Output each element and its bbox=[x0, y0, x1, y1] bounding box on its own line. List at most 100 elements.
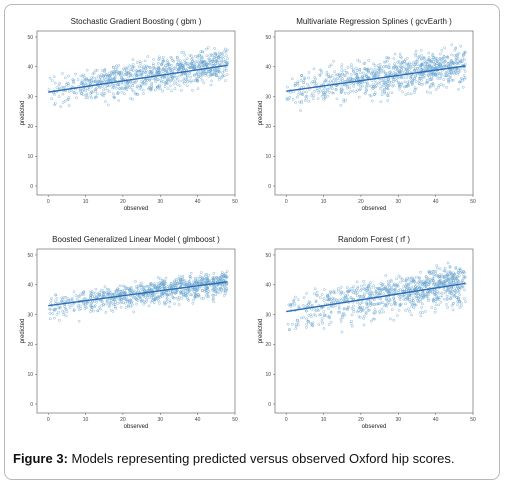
scatter-point bbox=[372, 62, 375, 66]
scatter-point bbox=[198, 53, 201, 57]
scatter-point bbox=[406, 92, 410, 95]
scatter-point bbox=[299, 79, 303, 82]
scatter-point bbox=[139, 80, 143, 83]
scatter-point bbox=[334, 73, 338, 77]
scatter-point bbox=[211, 293, 214, 297]
scatter-point bbox=[184, 292, 187, 295]
scatter-point bbox=[84, 82, 87, 86]
scatter-point bbox=[197, 286, 201, 290]
scatter-point bbox=[221, 74, 224, 77]
scatter-point bbox=[197, 61, 201, 65]
scatter-point bbox=[400, 81, 403, 85]
scatter-point bbox=[136, 299, 140, 302]
scatter-point bbox=[60, 296, 64, 300]
scatter-point bbox=[402, 71, 406, 74]
scatter-chart: Multivariate Regression Splines ( gcvEar… bbox=[258, 17, 476, 212]
scatter-point bbox=[219, 278, 223, 282]
scatter-point bbox=[446, 297, 449, 300]
scatter-point bbox=[206, 70, 210, 74]
scatter-point bbox=[97, 85, 101, 89]
scatter-point bbox=[407, 294, 410, 297]
scatter-point bbox=[358, 303, 361, 307]
y-tick-label: 10 bbox=[265, 154, 271, 160]
scatter-point bbox=[350, 320, 353, 323]
scatter-point bbox=[412, 65, 415, 69]
scatter-point bbox=[379, 288, 383, 292]
scatter-point bbox=[296, 83, 300, 87]
scatter-point bbox=[103, 70, 106, 73]
scatter-point bbox=[128, 299, 131, 303]
scatter-point bbox=[127, 71, 130, 75]
scatter-point bbox=[372, 312, 376, 315]
scatter-point bbox=[374, 294, 377, 297]
scatter-point bbox=[452, 293, 455, 297]
scatter-point bbox=[436, 266, 439, 270]
scatter-point bbox=[369, 300, 372, 303]
scatter-point bbox=[437, 275, 440, 279]
scatter-point bbox=[365, 290, 369, 294]
scatter-point bbox=[364, 86, 368, 90]
scatter-point bbox=[86, 87, 89, 91]
scatter-point bbox=[427, 58, 431, 62]
scatter-point bbox=[462, 276, 465, 280]
scatter-point bbox=[448, 266, 452, 269]
scatter-point bbox=[340, 69, 344, 72]
scatter-point bbox=[184, 282, 188, 286]
scatter-point bbox=[404, 284, 408, 288]
scatter-point bbox=[413, 68, 416, 72]
scatter-point bbox=[356, 301, 359, 304]
scatter-point bbox=[396, 80, 400, 84]
scatter-point bbox=[290, 302, 294, 306]
scatter-point bbox=[200, 78, 204, 82]
scatter-point bbox=[79, 92, 83, 96]
scatter-point bbox=[120, 300, 123, 304]
scatter-point bbox=[377, 67, 381, 70]
scatter-point bbox=[102, 303, 105, 307]
scatter-point bbox=[89, 310, 92, 314]
scatter-point bbox=[113, 96, 116, 100]
scatter-point bbox=[163, 68, 166, 72]
scatter-chart: Boosted Generalized Linear Model ( glmbo… bbox=[20, 235, 238, 430]
scatter-point bbox=[287, 303, 291, 307]
scatter-point bbox=[382, 65, 386, 68]
scatter-point bbox=[202, 71, 206, 75]
scatter-point bbox=[197, 294, 201, 298]
y-tick-label: 50 bbox=[27, 35, 33, 41]
scatter-point bbox=[427, 56, 431, 59]
scatter-point bbox=[178, 279, 182, 283]
scatter-point bbox=[64, 308, 68, 311]
scatter-point bbox=[217, 51, 221, 55]
scatter-point bbox=[302, 316, 305, 319]
scatter-point bbox=[313, 308, 317, 311]
scatter-point bbox=[424, 61, 427, 64]
scatter-point bbox=[108, 90, 111, 94]
scatter-point bbox=[418, 287, 422, 290]
scatter-point bbox=[213, 285, 216, 289]
scatter-point bbox=[156, 297, 160, 300]
scatter-point bbox=[373, 91, 377, 95]
scatter-point bbox=[82, 83, 85, 87]
scatter-point bbox=[401, 294, 405, 298]
scatter-point bbox=[103, 295, 106, 298]
x-axis-label: observed bbox=[362, 424, 387, 430]
scatter-point bbox=[103, 67, 107, 71]
scatter-point bbox=[403, 60, 406, 64]
scatter-point bbox=[57, 306, 61, 310]
scatter-point bbox=[447, 69, 450, 73]
scatter-point bbox=[328, 65, 331, 69]
scatter-point bbox=[305, 94, 309, 98]
scatter-point bbox=[112, 77, 116, 81]
scatter-point bbox=[461, 79, 464, 82]
scatter-point bbox=[85, 68, 89, 72]
scatter-point bbox=[72, 309, 76, 313]
scatter-point bbox=[409, 76, 412, 80]
scatter-point bbox=[387, 56, 391, 60]
scatter-point bbox=[419, 48, 423, 52]
scatter-point bbox=[426, 290, 429, 294]
scatter-point bbox=[382, 310, 385, 314]
scatter-point bbox=[331, 305, 335, 308]
scatter-point bbox=[102, 94, 105, 98]
scatter-point bbox=[295, 95, 299, 99]
scatter-point bbox=[201, 277, 204, 281]
scatter-point bbox=[199, 69, 202, 73]
